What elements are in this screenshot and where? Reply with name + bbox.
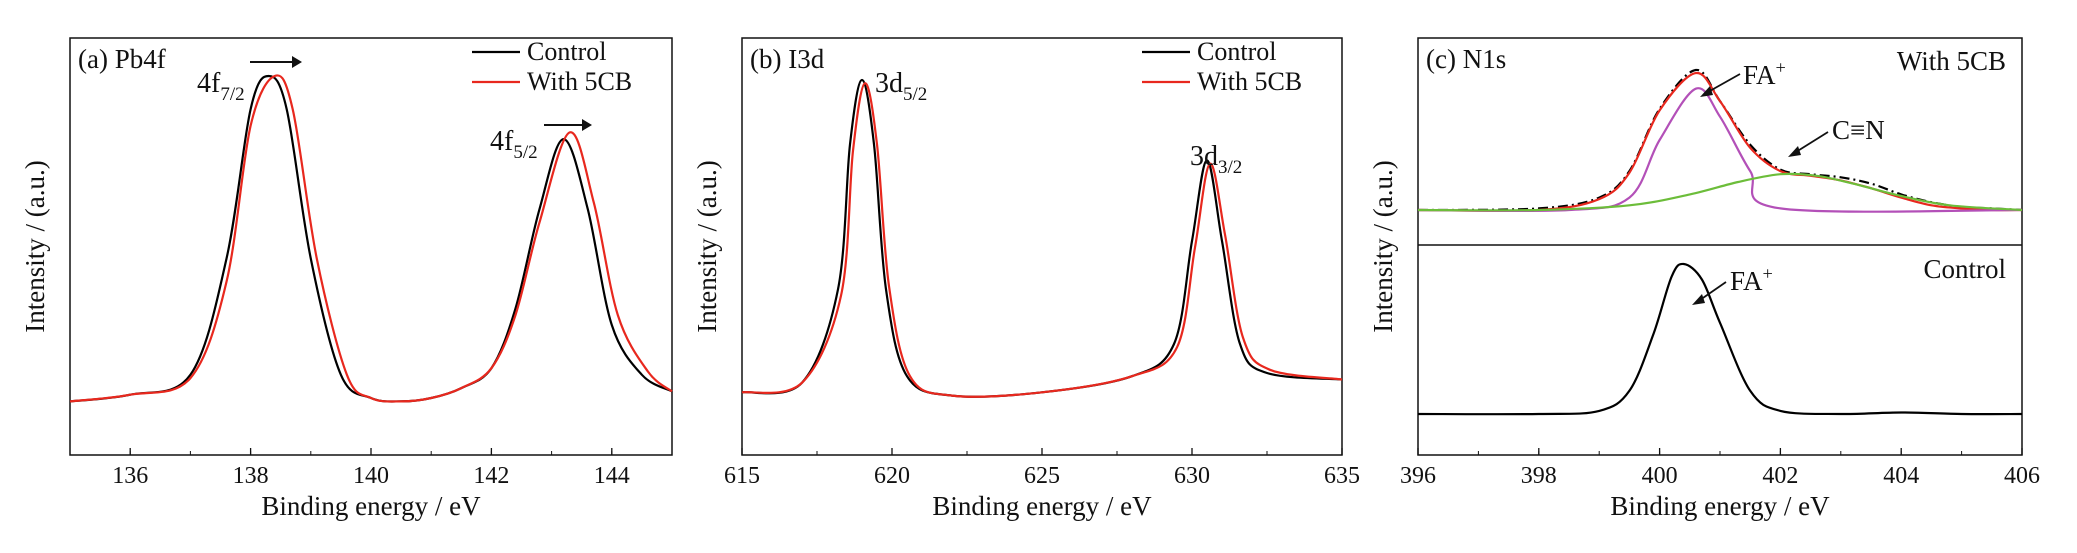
series-line-fit (1417, 71, 2023, 212)
series-line-fa (1417, 87, 2023, 213)
x-tick-label: 136 (112, 463, 148, 489)
subpanel-label-control: Control (1923, 254, 2006, 284)
peak-label-fa: FA+ (1743, 58, 1786, 90)
x-tick-label: 404 (1883, 463, 1919, 489)
peak-label-fa-control: FA+ (1730, 264, 1773, 296)
arrow-head (1692, 294, 1705, 305)
arrow-head (582, 119, 592, 131)
x-tick-label: 140 (353, 463, 389, 489)
x-tick-label: 630 (1174, 463, 1210, 489)
x-tick-label: 635 (1324, 463, 1360, 489)
subpanel-label-with-5cb: With 5CB (1897, 46, 2006, 76)
legend-entry: With 5CB (1197, 67, 1302, 96)
series-line-c-n (1417, 172, 2023, 212)
x-tick-label: 396 (1400, 463, 1436, 489)
y-axis-label: Intensity / (a.u.) (692, 160, 722, 332)
peak-label-4f72: 4f7/2 (197, 68, 245, 105)
annotation-arrow (1699, 281, 1727, 301)
x-tick-label: 620 (874, 463, 910, 489)
panel-c: 396 398 400 402 404 406 Binding energy / eV Int… (1368, 37, 2040, 521)
panel-b: 615 620 625 630 635 Binding energy / eV Intens… (692, 37, 1360, 521)
x-axis-label: Binding energy / eV (932, 491, 1152, 521)
x-tick-label: 615 (724, 463, 760, 489)
x-tick-label: 402 (1762, 463, 1798, 489)
x-tick-label: 398 (1521, 463, 1557, 489)
peak-label-3d52: 3d5/2 (875, 68, 927, 105)
x-tick-label: 142 (473, 463, 509, 489)
series-line-with-5cb (741, 82, 1343, 398)
x-axis-label: Binding energy / eV (261, 491, 481, 521)
series-line-raw (1417, 68, 2023, 212)
y-axis-label: Intensity / (a.u.) (20, 160, 50, 332)
arrow-head (1788, 146, 1801, 157)
x-axis-label: Binding energy / eV (1610, 491, 1830, 521)
panel-label: (b) I3d (750, 44, 825, 74)
peak-label-cn: C≡N (1832, 115, 1885, 145)
panel-label: (c) N1s (1426, 44, 1506, 74)
x-tick-label: 144 (594, 463, 630, 489)
x-tick-label: 625 (1024, 463, 1060, 489)
annotation-arrow (1707, 73, 1741, 93)
series-line-with-5cb (69, 74, 673, 403)
panel-label: (a) Pb4f (78, 44, 166, 74)
x-tick-label: 400 (1642, 463, 1678, 489)
arrow-head (1700, 86, 1713, 97)
panel-a: 136 138 140 142 144 Binding energy / eV Intens… (20, 37, 673, 521)
arrow-head (292, 56, 302, 68)
peak-label-3d32: 3d3/2 (1190, 141, 1242, 178)
x-tick-label: 406 (2004, 463, 2040, 489)
annotation-arrow (1795, 131, 1829, 153)
series-line-control (1417, 262, 2023, 416)
x-tick-label: 138 (233, 463, 269, 489)
series-line-control (741, 78, 1343, 398)
legend-entry: With 5CB (527, 67, 632, 96)
legend-entry: Control (1197, 37, 1276, 66)
peak-label-4f52: 4f5/2 (490, 126, 538, 163)
y-axis-label: Intensity / (a.u.) (1368, 160, 1398, 332)
legend-entry: Control (527, 37, 606, 66)
